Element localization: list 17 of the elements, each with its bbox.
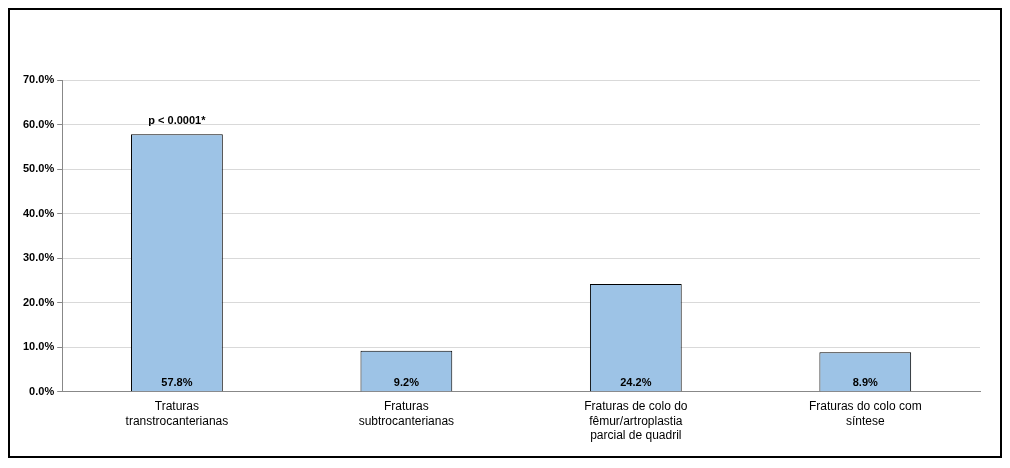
data-label: 57.8% bbox=[161, 376, 193, 389]
x-tick-label: Fraturas subtrocanterianas bbox=[358, 399, 455, 428]
y-tick-label: 70.0% bbox=[22, 73, 55, 86]
y-tick-label: 60.0% bbox=[22, 117, 55, 130]
y-tick-label: 30.0% bbox=[22, 251, 55, 264]
y-tick-label: 40.0% bbox=[22, 206, 55, 219]
y-tick-label: 0.0% bbox=[29, 384, 55, 397]
data-label: 9.2% bbox=[393, 376, 420, 389]
data-label: 8.9% bbox=[852, 376, 879, 389]
x-tick-label: Traturas transtrocanterianas bbox=[125, 399, 229, 428]
data-label: 24.2% bbox=[620, 376, 652, 389]
y-tick-label: 50.0% bbox=[22, 162, 55, 175]
x-tick-label: Fraturas de colo do fêmur/artroplastia parcial de quadril bbox=[584, 399, 688, 443]
y-tick-label: 10.0% bbox=[22, 340, 55, 353]
annotation: p < 0.0001* bbox=[148, 113, 207, 126]
y-tick-label: 20.0% bbox=[22, 295, 55, 308]
x-tick-label: Fraturas do colo com síntese bbox=[808, 399, 922, 428]
